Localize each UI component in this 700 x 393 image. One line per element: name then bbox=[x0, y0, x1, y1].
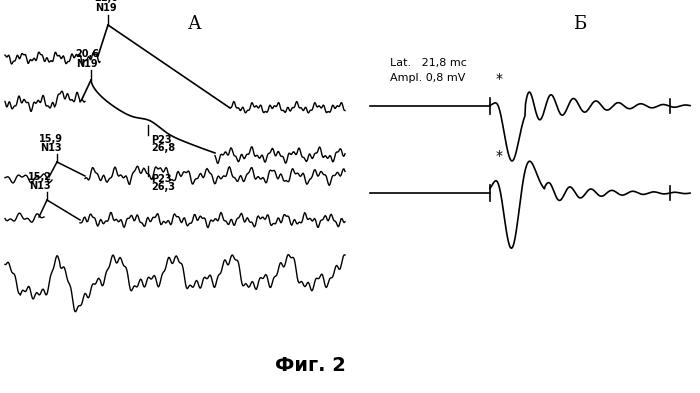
Text: P23: P23 bbox=[151, 174, 172, 184]
Text: Б: Б bbox=[573, 15, 587, 33]
Text: 21,0: 21,0 bbox=[94, 0, 118, 3]
Text: *: * bbox=[496, 72, 503, 86]
Text: 15,2: 15,2 bbox=[28, 172, 52, 182]
Text: 15,9: 15,9 bbox=[39, 134, 63, 144]
Text: N19: N19 bbox=[95, 3, 117, 13]
Text: А: А bbox=[188, 15, 202, 33]
Text: N13: N13 bbox=[40, 143, 62, 153]
Text: P23: P23 bbox=[151, 135, 172, 145]
Text: Фиг. 2: Фиг. 2 bbox=[274, 356, 345, 375]
Text: 26,8: 26,8 bbox=[151, 143, 175, 153]
Text: 20,6: 20,6 bbox=[75, 49, 99, 59]
Text: Ampl. 0,8 mV: Ampl. 0,8 mV bbox=[390, 73, 466, 83]
Text: Lat.   21,8 mc: Lat. 21,8 mc bbox=[390, 58, 467, 68]
Text: *: * bbox=[496, 149, 503, 163]
Text: N19: N19 bbox=[76, 59, 98, 69]
Text: 26,3: 26,3 bbox=[151, 182, 175, 192]
Text: N13: N13 bbox=[29, 181, 51, 191]
